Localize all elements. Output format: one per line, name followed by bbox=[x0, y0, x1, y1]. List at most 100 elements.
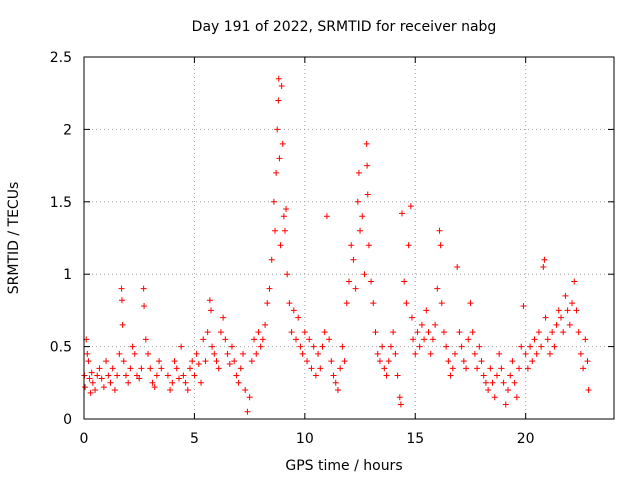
data-point bbox=[264, 300, 271, 307]
data-point bbox=[153, 372, 160, 379]
data-point bbox=[489, 379, 496, 386]
data-point bbox=[500, 379, 507, 386]
data-point bbox=[145, 350, 152, 357]
data-point bbox=[544, 336, 551, 343]
chart-title: Day 191 of 2022, SRMTID for receiver nab… bbox=[192, 19, 497, 35]
data-point bbox=[178, 343, 185, 350]
data-point bbox=[562, 292, 569, 299]
data-point bbox=[376, 358, 383, 365]
data-point bbox=[142, 336, 149, 343]
data-point bbox=[549, 329, 556, 336]
data-point bbox=[141, 303, 148, 310]
data-point bbox=[403, 300, 410, 307]
data-point bbox=[538, 343, 545, 350]
data-point bbox=[120, 358, 127, 365]
data-point bbox=[432, 321, 439, 328]
data-point bbox=[273, 169, 280, 176]
data-point bbox=[248, 358, 255, 365]
data-point bbox=[379, 343, 386, 350]
data-points bbox=[81, 75, 592, 415]
data-point bbox=[304, 358, 311, 365]
x-axis-ticks: 0 5 10 15 20 bbox=[80, 57, 535, 447]
data-point bbox=[582, 336, 589, 343]
data-point bbox=[204, 329, 211, 336]
data-point bbox=[346, 278, 352, 285]
data-point bbox=[301, 329, 308, 336]
plot-frame bbox=[83, 56, 615, 420]
y-axis-label: SRMTID / TECUs bbox=[6, 182, 22, 295]
data-point bbox=[259, 336, 266, 343]
data-point bbox=[257, 343, 264, 350]
data-point bbox=[136, 375, 143, 382]
data-point bbox=[482, 379, 489, 386]
data-point bbox=[281, 227, 288, 234]
data-point bbox=[438, 300, 445, 307]
data-point bbox=[564, 307, 571, 314]
data-point bbox=[502, 401, 509, 408]
data-point bbox=[228, 343, 235, 350]
data-point bbox=[447, 372, 454, 379]
data-point bbox=[193, 350, 200, 357]
data-point bbox=[116, 350, 123, 357]
data-point bbox=[297, 343, 304, 350]
data-point bbox=[476, 343, 483, 350]
data-point bbox=[509, 358, 516, 365]
data-point bbox=[437, 242, 444, 249]
data-point bbox=[498, 365, 505, 372]
data-point bbox=[452, 350, 458, 357]
data-point bbox=[434, 285, 441, 292]
data-point bbox=[200, 336, 207, 343]
data-point bbox=[394, 372, 401, 379]
data-point bbox=[275, 97, 282, 104]
data-point bbox=[456, 329, 463, 336]
data-point bbox=[295, 314, 302, 321]
data-point bbox=[580, 365, 587, 372]
data-point bbox=[359, 213, 366, 220]
grid-lines bbox=[84, 57, 614, 419]
data-point bbox=[251, 336, 258, 343]
data-point bbox=[312, 372, 319, 379]
data-point bbox=[244, 408, 251, 415]
data-point bbox=[226, 360, 233, 367]
data-point bbox=[396, 394, 403, 401]
data-point bbox=[429, 336, 436, 343]
data-point bbox=[286, 300, 293, 307]
data-point bbox=[326, 336, 333, 343]
data-point bbox=[92, 387, 99, 394]
data-point bbox=[529, 358, 536, 365]
data-point bbox=[266, 285, 273, 292]
data-point bbox=[541, 256, 548, 263]
data-point bbox=[207, 307, 214, 314]
data-point bbox=[321, 329, 328, 336]
data-point bbox=[352, 285, 359, 292]
data-point bbox=[96, 365, 103, 372]
data-point bbox=[109, 365, 116, 372]
data-point bbox=[180, 372, 187, 379]
data-point bbox=[85, 358, 92, 365]
data-point bbox=[511, 379, 518, 386]
data-point bbox=[436, 227, 443, 234]
data-point bbox=[410, 336, 417, 343]
data-point bbox=[478, 358, 485, 365]
data-point bbox=[206, 297, 213, 304]
data-point bbox=[217, 329, 224, 336]
data-point bbox=[522, 350, 529, 357]
data-point bbox=[427, 350, 434, 357]
data-point bbox=[542, 314, 549, 321]
y-tick-label: 0.5 bbox=[50, 340, 72, 356]
data-point bbox=[118, 297, 125, 304]
data-point bbox=[276, 155, 283, 162]
data-point bbox=[293, 336, 299, 343]
data-point bbox=[169, 379, 176, 386]
data-point bbox=[334, 387, 341, 394]
data-point bbox=[268, 256, 275, 263]
data-point bbox=[363, 140, 370, 147]
data-point bbox=[173, 365, 180, 372]
data-point bbox=[339, 343, 346, 350]
data-point bbox=[585, 387, 592, 394]
data-point bbox=[211, 350, 218, 357]
data-point bbox=[423, 307, 430, 314]
data-point bbox=[119, 321, 126, 328]
data-point bbox=[279, 140, 286, 147]
data-point bbox=[337, 365, 344, 372]
